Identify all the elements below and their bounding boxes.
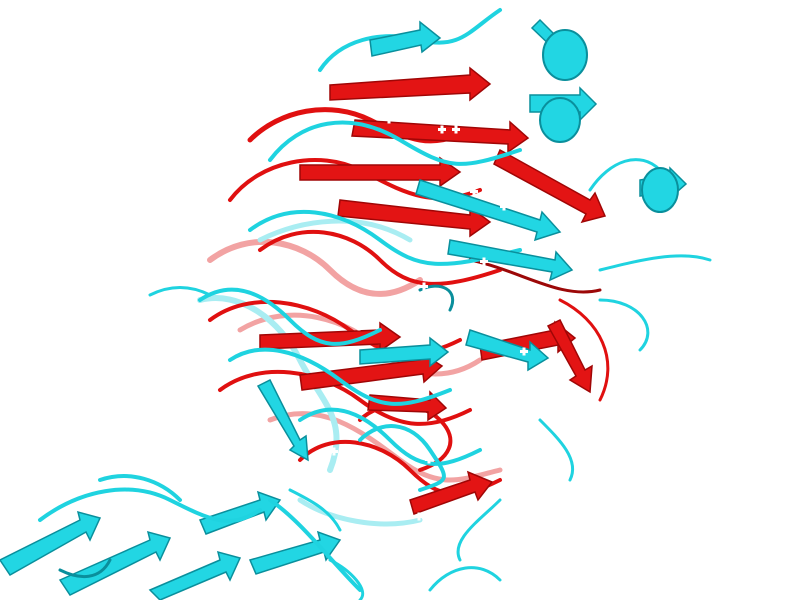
structure-a-lower-domain bbox=[0, 474, 365, 600]
residue-markers bbox=[305, 115, 636, 521]
structure-a-ribbons bbox=[148, 8, 712, 592]
structure-a-helices bbox=[539, 29, 679, 213]
structure-b-sheets bbox=[259, 66, 607, 515]
